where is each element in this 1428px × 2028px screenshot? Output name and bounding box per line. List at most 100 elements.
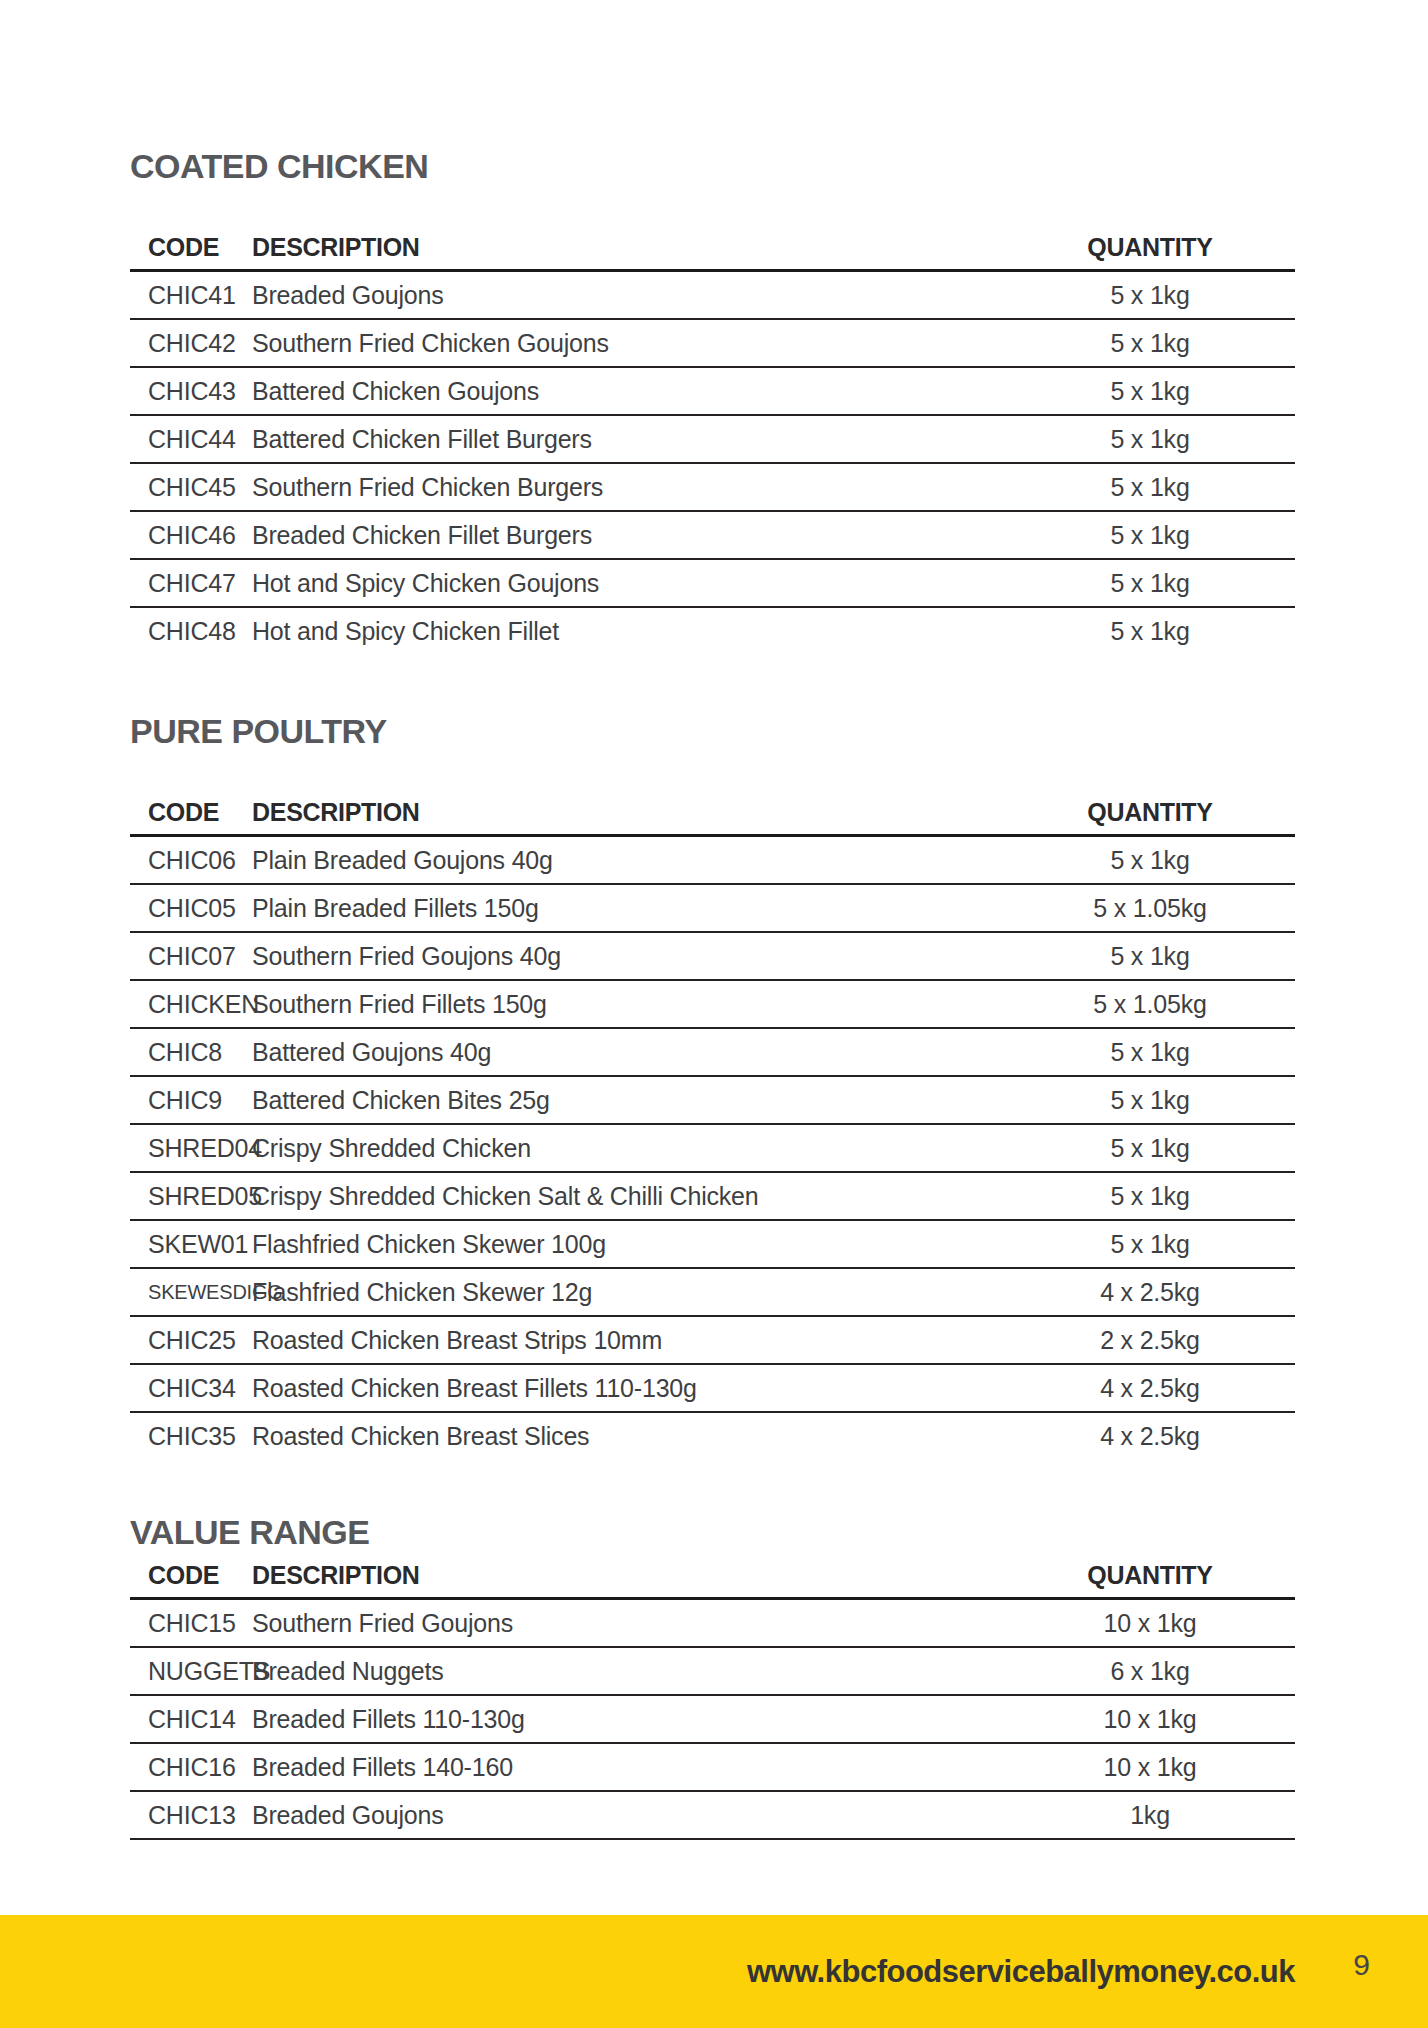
product-code: CHICKEN: [130, 990, 252, 1019]
product-description: Crispy Shredded Chicken: [252, 1134, 1005, 1163]
section-coated-chicken: COATED CHICKEN CODE DESCRIPTION QUANTITY…: [130, 146, 1295, 654]
product-code: CHIC44: [130, 425, 252, 454]
product-quantity: 5 x 1kg: [1005, 846, 1295, 875]
product-description: Breaded Goujons: [252, 281, 1005, 310]
table-row: SKEWESDIGG Flashfried Chicken Skewer 12g…: [130, 1269, 1295, 1317]
table-row: CHIC41 Breaded Goujons 5 x 1kg: [130, 272, 1295, 320]
table-row: CHIC43 Battered Chicken Goujons 5 x 1kg: [130, 368, 1295, 416]
table-row: CHIC13 Breaded Goujons 1kg: [130, 1792, 1295, 1840]
product-description: Southern Fried Goujons: [252, 1609, 1005, 1638]
product-quantity: 5 x 1kg: [1005, 377, 1295, 406]
table-row: CHIC8 Battered Goujons 40g 5 x 1kg: [130, 1029, 1295, 1077]
column-header-code: CODE: [130, 798, 252, 827]
product-quantity: 5 x 1.05kg: [1005, 990, 1295, 1019]
product-description: Battered Goujons 40g: [252, 1038, 1005, 1067]
product-description: Breaded Fillets 110-130g: [252, 1705, 1005, 1734]
product-quantity: 5 x 1kg: [1005, 473, 1295, 502]
table-row: CHIC42 Southern Fried Chicken Goujons 5 …: [130, 320, 1295, 368]
product-quantity: 1kg: [1005, 1801, 1295, 1830]
table-row: CHIC47 Hot and Spicy Chicken Goujons 5 x…: [130, 560, 1295, 608]
table-row: NUGGETS Breaded Nuggets 6 x 1kg: [130, 1648, 1295, 1696]
column-header-quantity: QUANTITY: [1005, 1561, 1295, 1590]
product-quantity: 10 x 1kg: [1005, 1609, 1295, 1638]
product-code: CHIC25: [130, 1326, 252, 1355]
section-pure-poultry: PURE POULTRY CODE DESCRIPTION QUANTITY C…: [130, 711, 1295, 1459]
product-description: Southern Fried Goujons 40g: [252, 942, 1005, 971]
product-description: Battered Chicken Fillet Burgers: [252, 425, 1005, 454]
table-row: SHRED04 Crispy Shredded Chicken 5 x 1kg: [130, 1125, 1295, 1173]
table-header-row: CODE DESCRIPTION QUANTITY: [130, 1556, 1295, 1600]
product-quantity: 5 x 1kg: [1005, 1230, 1295, 1259]
product-quantity: 10 x 1kg: [1005, 1753, 1295, 1782]
product-quantity: 5 x 1kg: [1005, 425, 1295, 454]
column-header-description: DESCRIPTION: [252, 798, 1005, 827]
product-code: SHRED04: [130, 1134, 252, 1163]
table-body: CHIC15 Southern Fried Goujons 10 x 1kg N…: [130, 1600, 1295, 1840]
product-description: Breaded Goujons: [252, 1801, 1005, 1830]
column-header-code: CODE: [130, 233, 252, 262]
product-description: Plain Breaded Fillets 150g: [252, 894, 1005, 923]
product-table: CODE DESCRIPTION QUANTITY CHIC41 Breaded…: [130, 228, 1295, 654]
table-row: SKEW01 Flashfried Chicken Skewer 100g 5 …: [130, 1221, 1295, 1269]
footer-bar: www.kbcfoodserviceballymoney.co.uk 9: [0, 1915, 1428, 2028]
section-value-range: VALUE RANGE CODE DESCRIPTION QUANTITY CH…: [130, 1512, 1295, 1840]
column-header-quantity: QUANTITY: [1005, 798, 1295, 827]
product-description: Roasted Chicken Breast Fillets 110-130g: [252, 1374, 1005, 1403]
product-quantity: 5 x 1kg: [1005, 1182, 1295, 1211]
section-title: COATED CHICKEN: [130, 146, 1295, 186]
product-description: Roasted Chicken Breast Slices: [252, 1422, 1005, 1451]
product-quantity: 5 x 1kg: [1005, 617, 1295, 646]
product-description: Southern Fried Chicken Burgers: [252, 473, 1005, 502]
catalog-page: COATED CHICKEN CODE DESCRIPTION QUANTITY…: [0, 0, 1428, 2028]
product-quantity: 5 x 1kg: [1005, 329, 1295, 358]
table-row: CHIC16 Breaded Fillets 140-160 10 x 1kg: [130, 1744, 1295, 1792]
product-code: CHIC48: [130, 617, 252, 646]
product-code: NUGGETS: [130, 1657, 252, 1686]
table-row: CHIC44 Battered Chicken Fillet Burgers 5…: [130, 416, 1295, 464]
table-row: CHIC9 Battered Chicken Bites 25g 5 x 1kg: [130, 1077, 1295, 1125]
product-code: CHIC46: [130, 521, 252, 550]
table-row: CHIC48 Hot and Spicy Chicken Fillet 5 x …: [130, 608, 1295, 654]
product-code: CHIC14: [130, 1705, 252, 1734]
product-description: Crispy Shredded Chicken Salt & Chilli Ch…: [252, 1182, 1005, 1211]
product-description: Hot and Spicy Chicken Fillet: [252, 617, 1005, 646]
table-row: CHIC45 Southern Fried Chicken Burgers 5 …: [130, 464, 1295, 512]
footer-website: www.kbcfoodserviceballymoney.co.uk: [747, 1915, 1295, 2028]
section-title: PURE POULTRY: [130, 711, 1295, 751]
product-description: Hot and Spicy Chicken Goujons: [252, 569, 1005, 598]
product-description: Flashfried Chicken Skewer 12g: [252, 1278, 1005, 1307]
column-header-quantity: QUANTITY: [1005, 233, 1295, 262]
product-description: Plain Breaded Goujons 40g: [252, 846, 1005, 875]
product-code: CHIC07: [130, 942, 252, 971]
product-description: Southern Fried Fillets 150g: [252, 990, 1005, 1019]
product-description: Battered Chicken Bites 25g: [252, 1086, 1005, 1115]
table-row: SHRED05 Crispy Shredded Chicken Salt & C…: [130, 1173, 1295, 1221]
column-header-description: DESCRIPTION: [252, 233, 1005, 262]
product-quantity: 5 x 1kg: [1005, 1038, 1295, 1067]
product-code: CHIC47: [130, 569, 252, 598]
product-code: CHIC42: [130, 329, 252, 358]
table-header-row: CODE DESCRIPTION QUANTITY: [130, 228, 1295, 272]
table-row: CHIC05 Plain Breaded Fillets 150g 5 x 1.…: [130, 885, 1295, 933]
product-code: CHIC15: [130, 1609, 252, 1638]
product-description: Breaded Fillets 140-160: [252, 1753, 1005, 1782]
product-code: CHIC16: [130, 1753, 252, 1782]
product-code: SHRED05: [130, 1182, 252, 1211]
product-quantity: 6 x 1kg: [1005, 1657, 1295, 1686]
table-row: CHIC15 Southern Fried Goujons 10 x 1kg: [130, 1600, 1295, 1648]
product-code: CHIC43: [130, 377, 252, 406]
product-code: CHIC06: [130, 846, 252, 875]
product-code: SKEW01: [130, 1230, 252, 1259]
product-code: CHIC35: [130, 1422, 252, 1451]
product-description: Southern Fried Chicken Goujons: [252, 329, 1005, 358]
page-number: 9: [1353, 1948, 1370, 1982]
table-row: CHIC07 Southern Fried Goujons 40g 5 x 1k…: [130, 933, 1295, 981]
product-quantity: 5 x 1kg: [1005, 569, 1295, 598]
product-quantity: 4 x 2.5kg: [1005, 1422, 1295, 1451]
product-code: CHIC13: [130, 1801, 252, 1830]
table-row: CHIC06 Plain Breaded Goujons 40g 5 x 1kg: [130, 837, 1295, 885]
product-code: CHIC45: [130, 473, 252, 502]
product-quantity: 10 x 1kg: [1005, 1705, 1295, 1734]
product-quantity: 5 x 1kg: [1005, 1134, 1295, 1163]
table-row: CHIC46 Breaded Chicken Fillet Burgers 5 …: [130, 512, 1295, 560]
